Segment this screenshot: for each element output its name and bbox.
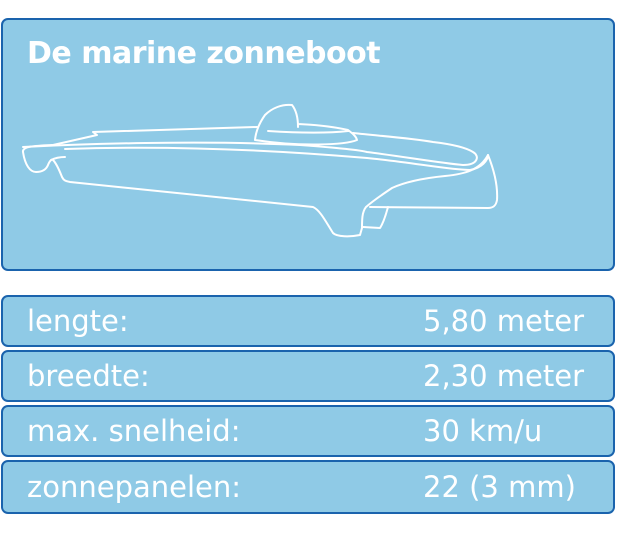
spec-value: 2,30 meter — [423, 359, 585, 393]
spec-label: breedte: — [27, 359, 150, 393]
spec-row-solar-panels: zonnepanelen: 22 (3 mm) — [1, 460, 615, 514]
spec-row-speed: max. snelheid: 30 km/u — [1, 405, 615, 457]
hull-outline — [22, 126, 499, 238]
keel-fin — [362, 206, 389, 229]
hull-top-line — [22, 132, 478, 166]
spec-row-length: lengte: 5,80 meter — [1, 295, 615, 347]
hull-deck-line — [64, 146, 489, 171]
spec-value: 5,80 meter — [423, 304, 585, 338]
solar-boat-illustration — [22, 103, 499, 238]
canopy — [254, 103, 358, 146]
spec-value: 22 (3 mm) — [423, 470, 576, 504]
nose-line — [50, 156, 66, 161]
spec-label: lengte: — [27, 304, 129, 338]
spec-label: max. snelheid: — [27, 414, 241, 448]
title: De marine zonneboot — [27, 36, 381, 71]
spec-row-width: breedte: 2,30 meter — [1, 350, 615, 402]
spec-label: zonnepanelen: — [27, 470, 242, 504]
spec-value: 30 km/u — [423, 414, 543, 448]
